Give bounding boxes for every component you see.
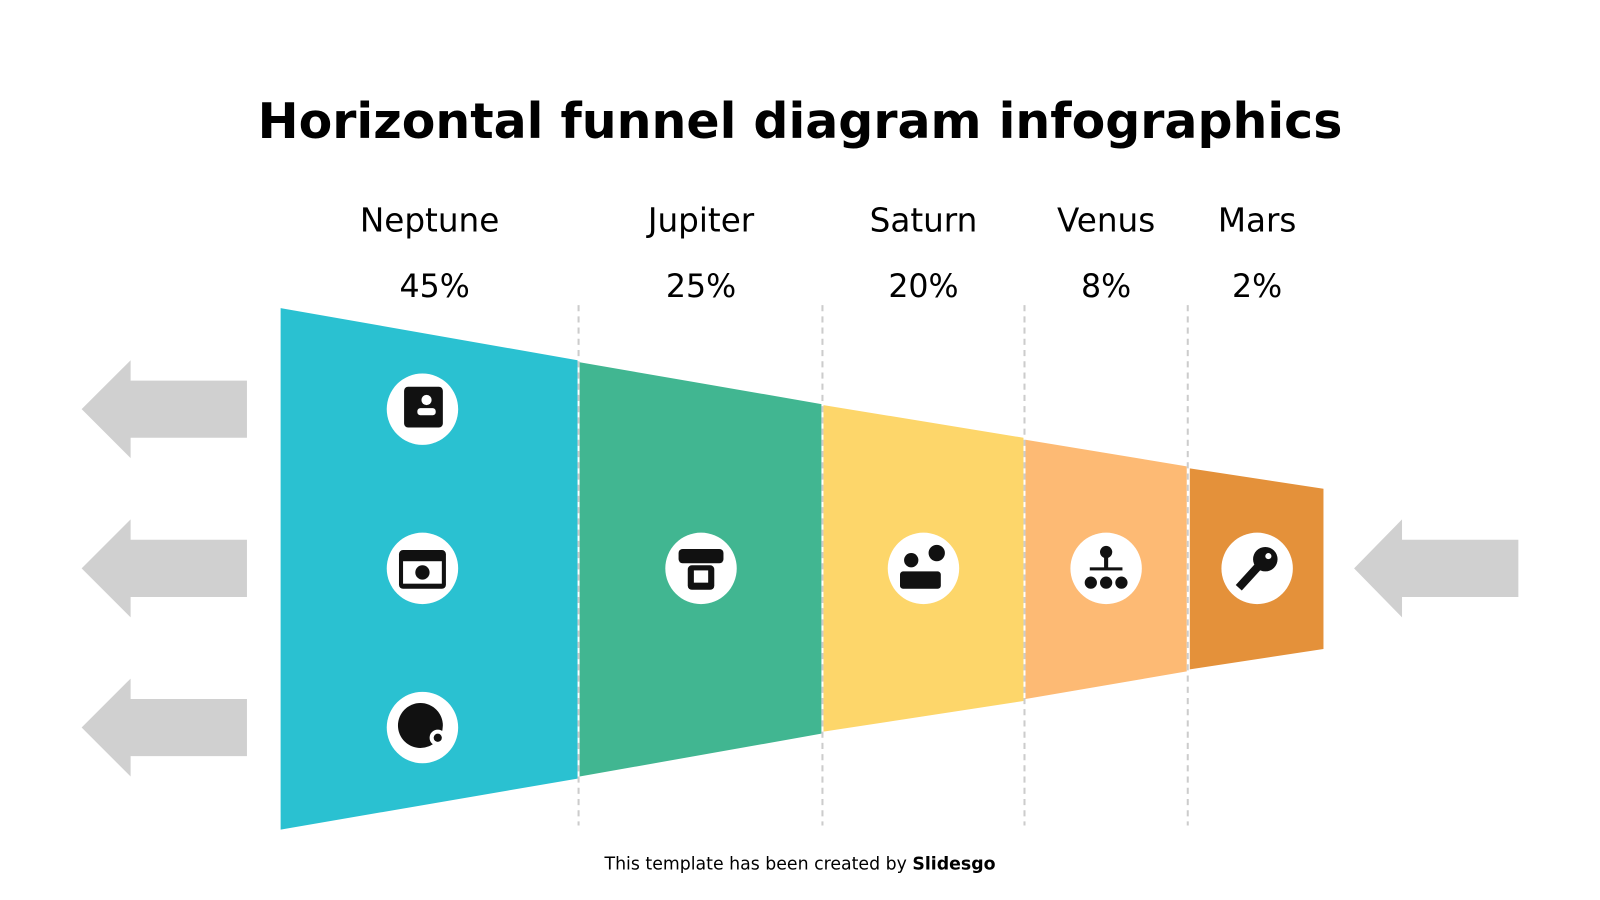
stage-value: 45%: [400, 269, 470, 305]
arrow: [81, 678, 247, 777]
icon-key: [1221, 532, 1293, 605]
icon-book: [386, 373, 459, 445]
icons: [386, 373, 1293, 764]
arrows: [81, 360, 1519, 777]
stage-labels: Neptune 45% Jupiter 25% Saturn 20% Venus 8% Mars…: [360, 202, 1297, 305]
stage-label: Saturn: [870, 202, 978, 240]
stage-label: Jupiter: [646, 202, 755, 240]
stage-label: Mars: [1218, 202, 1297, 240]
dividers: [577, 305, 1189, 826]
stage-value: 20%: [888, 269, 958, 305]
arrow: [1354, 519, 1519, 618]
icon-chat: [665, 532, 737, 605]
stage-value: 2%: [1232, 269, 1282, 305]
arrow: [81, 519, 247, 618]
stage-label: Venus: [1057, 202, 1155, 240]
arrow: [81, 360, 247, 459]
icon-globe: [386, 691, 459, 764]
icon-calendar: [386, 532, 459, 605]
icon-worker: [887, 532, 960, 605]
footer: This template has been created by Slides…: [603, 854, 995, 874]
stage-label: Neptune: [360, 202, 499, 240]
icon-hierarchy: [1070, 532, 1142, 605]
stage-value: 8%: [1081, 269, 1131, 305]
footer-text: This template has been created by: [603, 854, 906, 874]
footer-brand: Slidesgo: [912, 854, 995, 874]
title: Horizontal funnel diagram infographics: [258, 93, 1343, 150]
stage-value: 25%: [666, 269, 736, 305]
